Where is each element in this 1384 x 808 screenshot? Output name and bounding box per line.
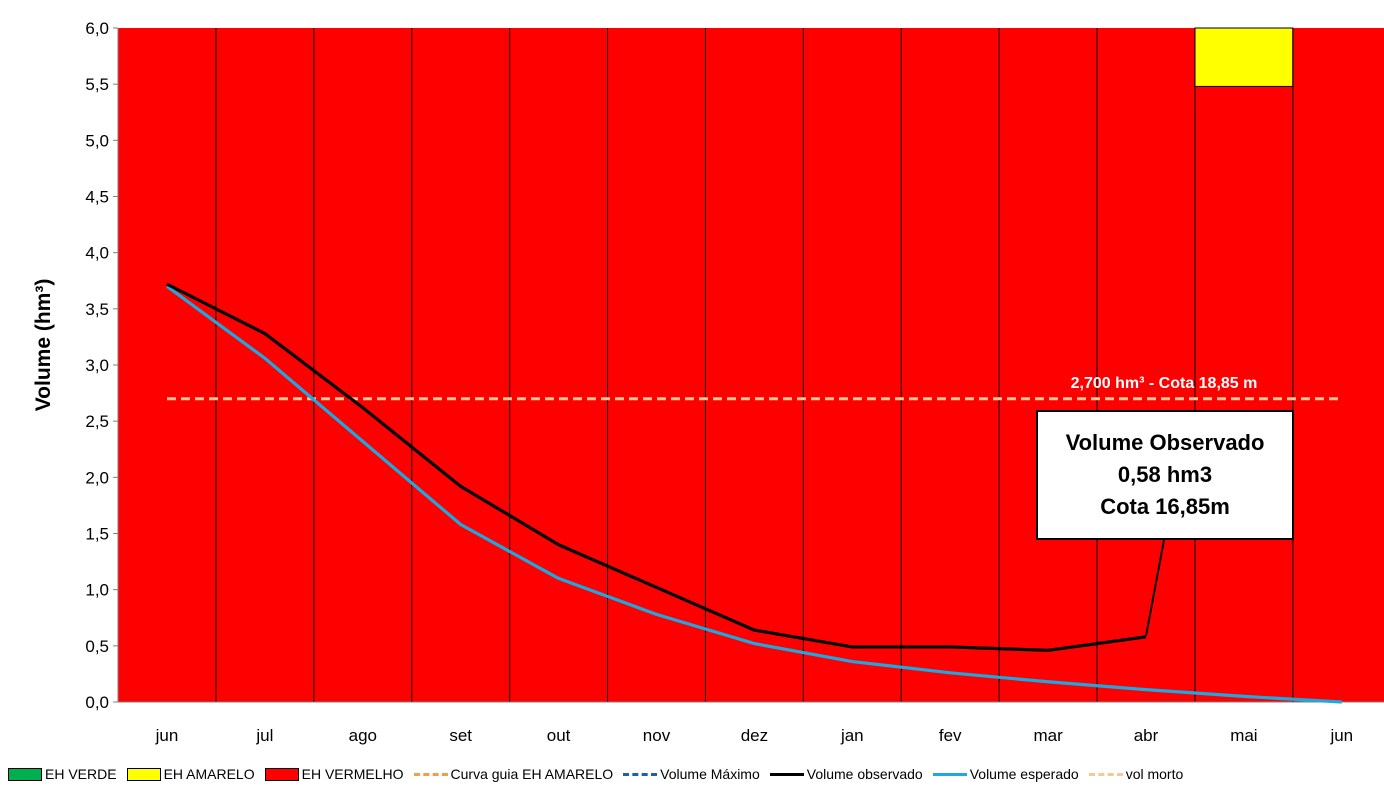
- legend-swatch: [8, 767, 42, 781]
- legend-item: vol morto: [1088, 766, 1184, 782]
- y-tick-label: 1,5: [85, 525, 109, 544]
- series-volume-esperado: [166, 285, 1342, 704]
- legend-swatch: [932, 772, 967, 776]
- legend-swatch: [126, 767, 161, 781]
- legend-item: EH AMARELO: [126, 766, 255, 782]
- y-tick-label: 2,5: [85, 412, 109, 431]
- series-volume-observado: [166, 282, 1147, 652]
- y-tick-label: 5,5: [85, 75, 109, 94]
- y-tick-label: 5,0: [85, 131, 109, 150]
- legend-swatch: [413, 772, 448, 776]
- callout-title: Volume Observado: [1065, 430, 1265, 455]
- legend-label: Volume esperado: [969, 766, 1079, 782]
- x-tick-label: ago: [349, 726, 377, 745]
- legend-swatch: [1088, 772, 1123, 776]
- x-tick-label: fev: [939, 726, 962, 745]
- legend-swatch: [769, 772, 804, 776]
- legend-swatch: [623, 772, 658, 776]
- x-tick-label: nov: [643, 726, 671, 745]
- y-axis-label: Volume (hm³): [32, 279, 55, 412]
- y-tick-label: 4,0: [85, 244, 109, 263]
- legend-label: Volume Máximo: [660, 766, 760, 782]
- y-tick-label: 3,0: [85, 356, 109, 375]
- callout-volume: 0,58 hm3: [1117, 462, 1213, 487]
- legend-label: EH VERDE: [45, 766, 117, 782]
- legend-item: EH VERMELHO: [264, 766, 404, 782]
- legend-item: Volume esperado: [932, 766, 1079, 782]
- y-tick-label: 2,0: [85, 468, 109, 487]
- x-tick-label: jun: [155, 726, 179, 745]
- legend-label: EH AMARELO: [163, 766, 255, 782]
- dead-volume-label: 2,700 hm³ - Cota 18,85 m: [1071, 375, 1258, 392]
- band-eh-vermelho: [118, 28, 1384, 702]
- y-tick-label: 1,0: [85, 581, 109, 600]
- legend-label: Volume observado: [806, 766, 923, 782]
- x-axis: jun jul ago set out nov dez jan fev mar abr mai jun: [118, 701, 1384, 745]
- legend-label: EH VERMELHO: [301, 766, 404, 782]
- legend-label: Curva guia EH AMARELO: [450, 766, 614, 782]
- x-tick-label: jun: [1329, 726, 1353, 745]
- observed-volume-callout: Volume Observado 0,58 hm3 Cota 16,85m: [1036, 410, 1294, 540]
- plot-background: [118, 27, 1384, 702]
- series-lines: [166, 282, 1342, 704]
- y-tick-label: 0,5: [85, 637, 109, 656]
- x-tick-label: mar: [1033, 726, 1063, 745]
- y-tick-label: 3,5: [85, 300, 109, 319]
- x-tick-label: jul: [255, 726, 273, 745]
- x-tick-label: mai: [1230, 726, 1257, 745]
- band-eh-amarelo: [1194, 27, 1294, 87]
- callout-elevation: Cota 16,85m: [1100, 494, 1230, 519]
- legend-swatch: [264, 767, 299, 781]
- x-tick-label: dez: [741, 726, 768, 745]
- legend-label: vol morto: [1125, 766, 1184, 782]
- y-tick-label: 6,0: [85, 19, 109, 38]
- legend-item: Volume Máximo: [623, 766, 760, 782]
- legend-item: Volume observado: [769, 766, 923, 782]
- y-tick-label: 4,5: [85, 188, 109, 207]
- chart-legend: EH VERDE EH AMARELO EH VERMELHO Curva guia …: [8, 762, 1193, 786]
- month-gridlines: [215, 28, 1294, 702]
- y-tick-label: 0,0: [85, 693, 109, 712]
- volume-chart: 0,00,51,01,52,02,53,03,54,04,55,05,56,0 …: [32, 19, 1384, 745]
- x-tick-label: out: [547, 726, 571, 745]
- x-tick-label: jan: [840, 726, 864, 745]
- legend-item: Curva guia EH AMARELO: [413, 766, 614, 782]
- x-tick-label: set: [449, 726, 472, 745]
- y-axis: 0,0 0,5 1,0 1,5 2,0 2,5 3,0 3,5 4,0 4,5 5,0 5,5 6,0: [85, 19, 119, 712]
- legend-item: EH VERDE: [8, 766, 117, 782]
- callout-leader: [1145, 539, 1165, 637]
- x-tick-label: abr: [1134, 726, 1159, 745]
